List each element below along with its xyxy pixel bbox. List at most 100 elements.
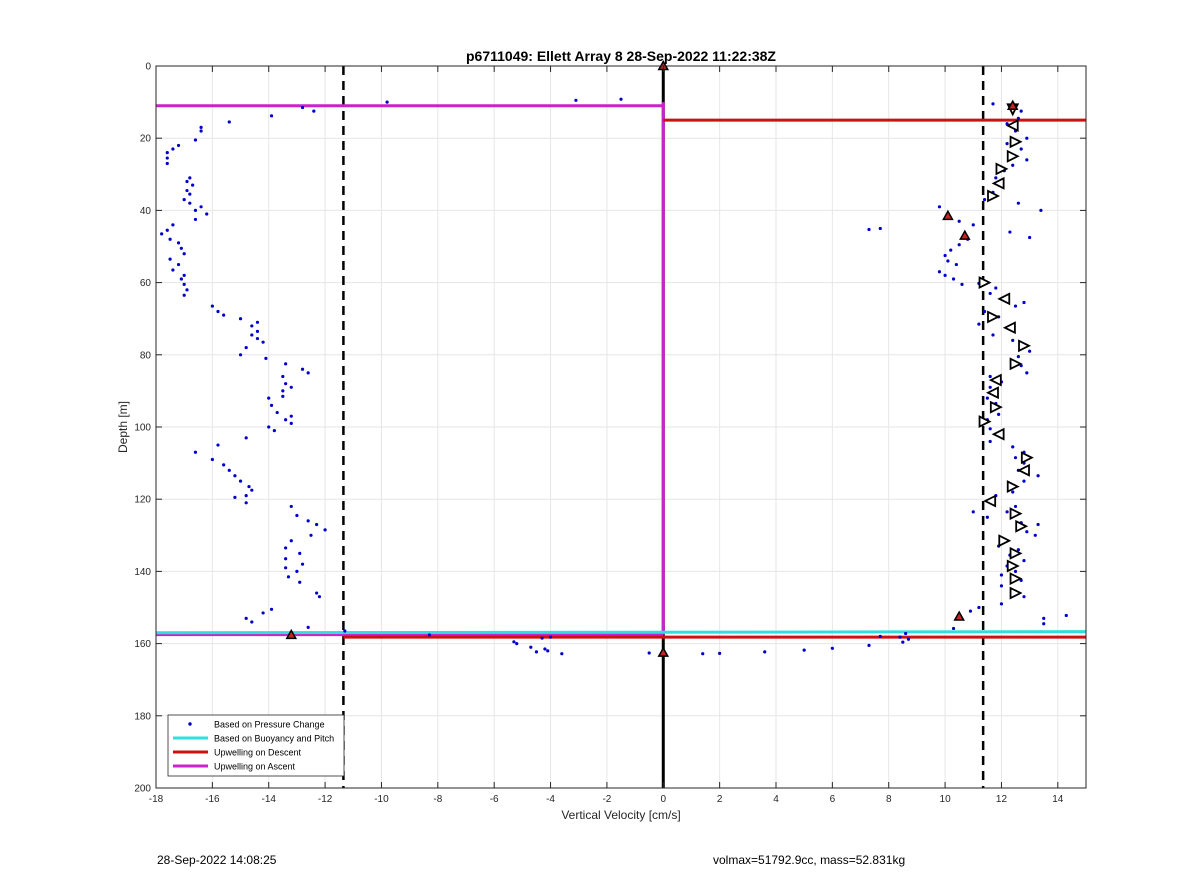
pressure-change-point (188, 176, 192, 180)
pressure-change-point (991, 102, 995, 106)
pressure-change-point (216, 443, 220, 447)
pressure-change-point (281, 374, 285, 379)
turnaround-marker (285, 628, 298, 640)
pressure-change-point (281, 394, 285, 398)
pressure-change-point (168, 237, 172, 241)
pressure-change-point (1011, 490, 1015, 494)
reference-lines (155, 66, 1087, 788)
pressure-change-point (182, 293, 186, 297)
pressure-change-point (1013, 569, 1018, 574)
pressure-change-point (954, 262, 958, 267)
pressure-change-point (343, 629, 347, 633)
pressure-change-point (284, 546, 288, 550)
buoyancy-bottom-line (155, 630, 1087, 635)
pressure-change-point (227, 120, 231, 124)
x-tick-label: -2 (602, 794, 611, 805)
pressure-change-point (210, 304, 214, 308)
pressure-change-point (227, 468, 231, 472)
pressure-change-point (937, 205, 942, 209)
pressure-change-point (193, 138, 198, 142)
pressure-change-point (289, 385, 293, 389)
pressure-change-point (300, 562, 305, 566)
pressure-change-point (985, 396, 989, 400)
pitch-triangle-marker (1009, 546, 1023, 560)
pressure-change-point (999, 584, 1004, 588)
x-tick-label: 10 (940, 794, 952, 805)
x-tick-label: -4 (546, 794, 555, 805)
pressure-change-point (977, 322, 981, 326)
pressure-change-point (512, 640, 516, 644)
pressure-change-point (991, 333, 995, 337)
pressure-change-point (289, 414, 293, 418)
pitch-triangle-marker (978, 276, 992, 290)
pressure-change-point (988, 385, 992, 389)
y-tick-label: 40 (140, 206, 152, 217)
pressure-change-point (515, 642, 519, 646)
pressure-change-point (427, 633, 431, 637)
pressure-change-point (982, 309, 987, 314)
pressure-change-point (298, 551, 302, 555)
pressure-change-point (988, 291, 992, 296)
pressure-change-point (244, 616, 248, 620)
pressure-change-point (971, 510, 975, 514)
pressure-change-point (1013, 304, 1018, 308)
x-tick-label: 14 (1052, 794, 1064, 805)
pressure-change-point (1025, 158, 1029, 162)
axis-ticks: -18 -16 -14 -12 -10 -8 -6 -4 -2 0 2 4 6 8 10 12 14020406… (134, 62, 1086, 805)
pressure-change-point (560, 652, 564, 656)
pressure-change-point (182, 273, 186, 277)
x-tick-label: -6 (490, 794, 499, 805)
pressure-change-point (182, 197, 186, 202)
pressure-change-point (830, 646, 834, 650)
pressure-change-point (867, 643, 871, 648)
pressure-change-point (718, 651, 722, 655)
pressure-change-point (1033, 533, 1037, 537)
pressure-change-point (878, 226, 882, 231)
pressure-change-point (284, 557, 288, 561)
pressure-change-point (1011, 445, 1015, 449)
pressure-change-point (385, 100, 389, 104)
y-tick-label: 20 (140, 134, 152, 145)
pressure-change-point (210, 457, 214, 462)
pressure-change-point (193, 450, 198, 454)
pressure-change-point (168, 257, 172, 261)
pressure-change-point (1025, 530, 1029, 534)
pressure-change-point (295, 513, 299, 518)
pressure-change-point (951, 277, 956, 281)
pressure-change-point (289, 539, 293, 543)
pressure-change-point (176, 262, 181, 267)
pitch-triangle-marker (989, 400, 1003, 414)
pressure-change-point (267, 396, 271, 400)
pressure-change-point (281, 389, 285, 393)
pitch-triangle-marker (995, 162, 1009, 176)
y-tick-label: 180 (134, 711, 151, 722)
pressure-change-point (165, 228, 169, 232)
x-tick-label: -12 (318, 794, 333, 805)
pressure-change-point (997, 412, 1001, 416)
pressure-change-point (216, 309, 220, 314)
pressure-change-point (165, 156, 169, 160)
y-tick-label: 200 (134, 784, 151, 795)
pressure-change-point (1064, 613, 1068, 618)
pitch-triangle-marker (1020, 451, 1034, 465)
footer-volmax-mass: volmax=51792.9cc, mass=52.831kg (713, 853, 906, 867)
turnaround-marker (1006, 99, 1019, 110)
turnaround-marker (953, 610, 965, 621)
pressure-change-point (1042, 616, 1046, 620)
pressure-change-point (298, 580, 302, 584)
pitch-triangle-marker (1006, 559, 1020, 573)
x-tick-label: 6 (830, 794, 836, 805)
pressure-change-point (982, 197, 987, 202)
pressure-change-point (255, 320, 260, 324)
pitch-triangle-marker (1005, 119, 1019, 133)
pressure-change-point (238, 353, 243, 357)
pressure-change-point (763, 650, 767, 654)
pressure-change-point (179, 277, 183, 281)
pressure-change-point (988, 374, 992, 379)
pitch-triangle-marker (988, 373, 1002, 387)
pressure-change-point (250, 488, 254, 492)
turnaround-marker (942, 209, 954, 221)
pitch-triangle-marker (987, 310, 1001, 324)
pressure-change-point (284, 362, 288, 366)
pressure-change-point (171, 147, 175, 151)
